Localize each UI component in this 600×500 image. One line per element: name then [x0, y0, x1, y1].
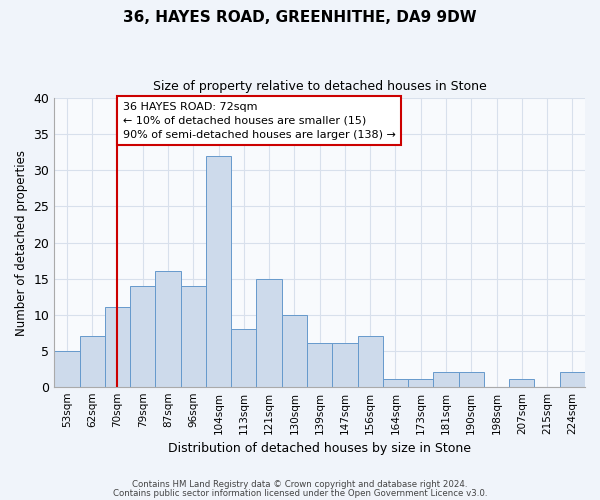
Bar — [181, 286, 206, 386]
Bar — [307, 344, 332, 386]
Bar — [433, 372, 458, 386]
Bar — [206, 156, 231, 386]
Bar — [509, 380, 535, 386]
Bar — [383, 380, 408, 386]
Text: Contains public sector information licensed under the Open Government Licence v3: Contains public sector information licen… — [113, 489, 487, 498]
Text: Contains HM Land Registry data © Crown copyright and database right 2024.: Contains HM Land Registry data © Crown c… — [132, 480, 468, 489]
Bar — [105, 308, 130, 386]
Bar — [282, 314, 307, 386]
Bar — [155, 272, 181, 386]
Y-axis label: Number of detached properties: Number of detached properties — [15, 150, 28, 336]
Bar — [458, 372, 484, 386]
Bar — [80, 336, 105, 386]
Text: 36, HAYES ROAD, GREENHITHE, DA9 9DW: 36, HAYES ROAD, GREENHITHE, DA9 9DW — [123, 10, 477, 25]
Bar — [358, 336, 383, 386]
Bar — [54, 350, 80, 386]
Title: Size of property relative to detached houses in Stone: Size of property relative to detached ho… — [153, 80, 487, 93]
X-axis label: Distribution of detached houses by size in Stone: Distribution of detached houses by size … — [168, 442, 471, 455]
Bar — [130, 286, 155, 386]
Text: 36 HAYES ROAD: 72sqm
← 10% of detached houses are smaller (15)
90% of semi-detac: 36 HAYES ROAD: 72sqm ← 10% of detached h… — [122, 102, 395, 140]
Bar — [560, 372, 585, 386]
Bar — [256, 278, 282, 386]
Bar — [408, 380, 433, 386]
Bar — [231, 329, 256, 386]
Bar — [332, 344, 358, 386]
